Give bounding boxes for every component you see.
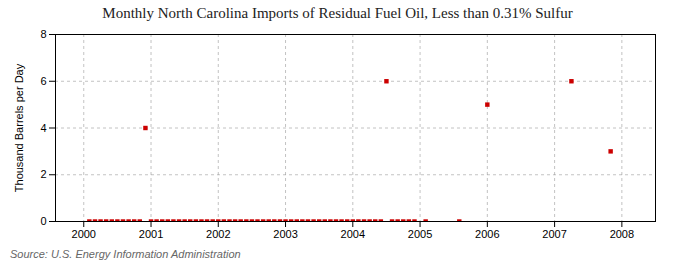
html-text:Source: U.S. Energy Informatio: Source: U.S. Energy Information Administ… <box>10 248 241 260</box>
svg-text:2000: 2000 <box>72 228 96 240</box>
svg-text:2: 2 <box>40 168 46 180</box>
svg-text:2006: 2006 <box>475 228 499 240</box>
svg-text:4: 4 <box>40 122 46 134</box>
svg-text:Thousand Barrels per Day: Thousand Barrels per Day <box>13 63 25 192</box>
svg-text:8: 8 <box>40 28 46 40</box>
svg-text:2004: 2004 <box>341 228 365 240</box>
svg-text:2002: 2002 <box>206 228 230 240</box>
svg-text:2005: 2005 <box>408 228 432 240</box>
svg-text:6: 6 <box>40 75 46 87</box>
svg-text:2003: 2003 <box>273 228 297 240</box>
svg-text:0: 0 <box>40 215 46 227</box>
svg-text:2007: 2007 <box>542 228 566 240</box>
svg-text:2001: 2001 <box>139 228 163 240</box>
svg-text:2008: 2008 <box>610 228 634 240</box>
html-text:Monthly North Carolina Imports: Monthly North Carolina Imports of Residu… <box>102 5 573 21</box>
